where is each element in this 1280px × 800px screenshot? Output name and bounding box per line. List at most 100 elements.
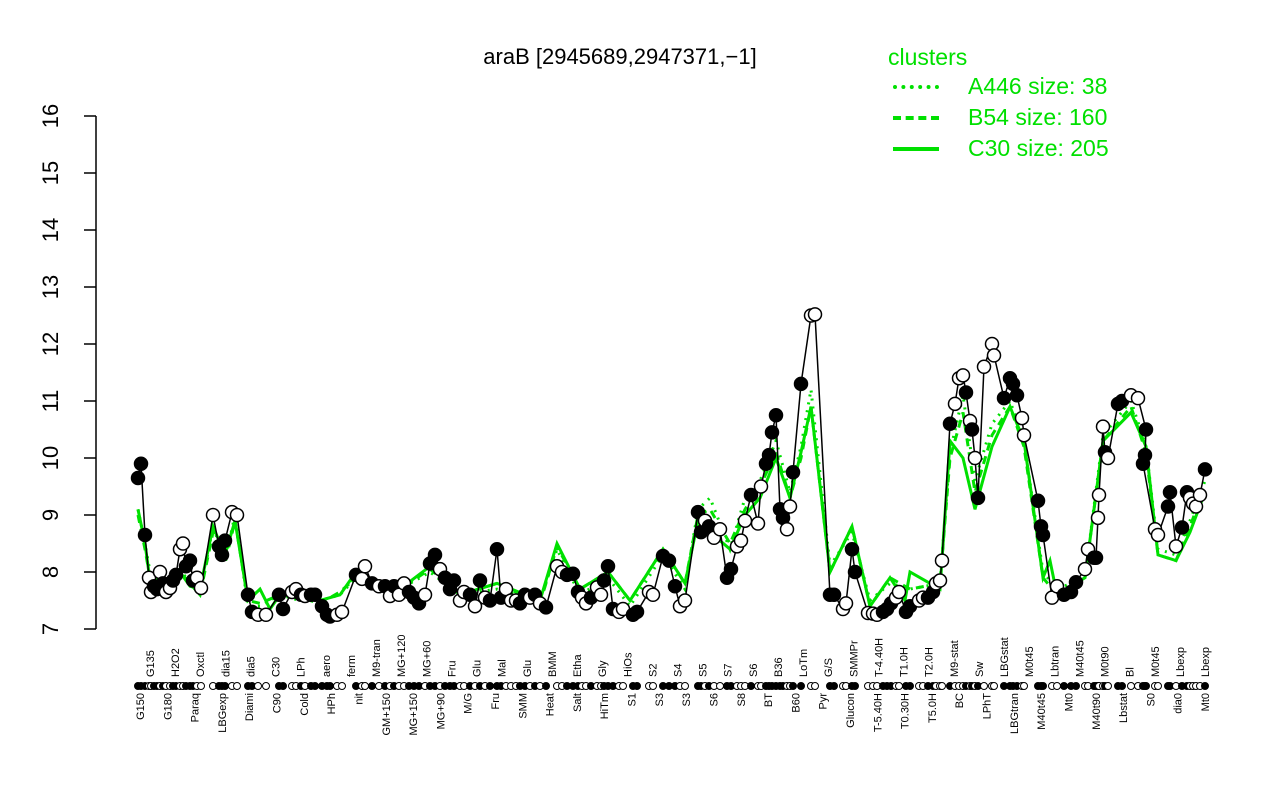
x-tick-label: S6 (748, 664, 760, 677)
x-tick-label: HiOs (622, 652, 634, 677)
data-point (761, 447, 777, 463)
data-point (847, 564, 863, 580)
x-tick-label: Diami (244, 693, 256, 721)
data-point (182, 553, 198, 568)
data-point (217, 533, 233, 548)
data-point (964, 422, 980, 437)
legend-label: C30 size: 205 (968, 135, 1109, 161)
data-point (214, 547, 230, 563)
x-tick-label: MG+120 (396, 635, 408, 678)
strip-marker (1072, 682, 1080, 690)
x-tick-label: M0t90 (1100, 646, 1112, 677)
x-tick-label: Glu (522, 660, 534, 677)
strip-marker (338, 682, 346, 690)
legend-entry-c30: C30 size: 205 (888, 133, 1109, 164)
x-tick-label: S3 (654, 693, 666, 706)
data-points (130, 307, 1213, 624)
y-tick-label: 10 (38, 446, 63, 470)
data-point (1035, 527, 1051, 543)
chart-title: araB [2945689,2947371,−1] (483, 44, 757, 69)
y-tick-label: 16 (38, 104, 63, 128)
x-tick-label: Mt0 (1200, 693, 1212, 711)
data-point (967, 450, 983, 466)
data-point (1162, 484, 1178, 500)
x-tick-label: T2.0H (924, 647, 936, 677)
strip-marker (1201, 682, 1209, 690)
legend-entry-b54: B54 size: 160 (888, 102, 1109, 133)
x-tick-label: Heat (545, 693, 557, 716)
x-tick-label: S1 (627, 693, 639, 706)
data-point (932, 573, 948, 588)
x-tick-label: M9-tran (371, 639, 383, 677)
strip-marker (797, 682, 805, 690)
strip-marker (895, 682, 903, 690)
data-point (677, 593, 693, 608)
strip-marker (326, 682, 334, 690)
y-tick-label: 9 (38, 509, 63, 521)
x-tick-label: Lbexp (1200, 647, 1212, 677)
x-tick-label: T5.0H (927, 693, 939, 723)
y-tick-label: 15 (38, 161, 63, 185)
legend: clusters A446 size: 38 B54 size: 160 C30… (888, 44, 1109, 164)
strip-marker (851, 682, 859, 690)
x-tick-label: M40t90 (1091, 693, 1103, 730)
strip-marker (906, 682, 914, 690)
data-point (661, 553, 677, 568)
data-point (240, 587, 256, 603)
data-point (996, 390, 1012, 406)
y-tick-label: 14 (38, 218, 63, 242)
x-tick-label: LBGstat (999, 637, 1011, 677)
data-point (271, 587, 287, 603)
data-point (538, 600, 554, 615)
x-tick-label: Mt0 (1063, 693, 1075, 711)
x-tick-label: BC (954, 693, 966, 708)
data-point (785, 465, 801, 480)
condition-strip (134, 682, 1209, 690)
data-point (753, 479, 769, 494)
x-tick-label: Sw (974, 662, 986, 677)
strip-marker (1118, 682, 1126, 690)
x-tick-label: Salt (572, 693, 584, 712)
x-tick-label: LPhT (982, 693, 994, 720)
x-tick-label: BT (763, 693, 775, 707)
x-tick-label: S3 (681, 693, 693, 706)
data-point (1090, 510, 1106, 526)
data-point (667, 579, 683, 594)
data-point (826, 587, 842, 603)
y-tick-label: 11 (38, 390, 63, 413)
data-point (844, 541, 860, 557)
strip-marker (368, 682, 376, 690)
strip-marker (789, 682, 797, 690)
x-tick-label: H2O2 (170, 648, 182, 677)
x-tick-label: LBGexp (217, 693, 229, 733)
solid-line-swatch-icon (893, 146, 939, 151)
strip-marker (716, 682, 724, 690)
x-tick-label: Lbexp (1175, 647, 1187, 677)
data-point (986, 348, 1002, 363)
x-tick-label: LoTm (798, 649, 810, 677)
data-point (793, 376, 809, 392)
x-tick-label: G180 (162, 693, 174, 720)
data-point (565, 566, 581, 581)
data-point (779, 522, 795, 537)
x-tick-label: ferm (346, 655, 358, 677)
y-tick-label: 12 (38, 332, 63, 356)
x-tick-label: BMM (547, 651, 559, 677)
data-point (1077, 561, 1093, 577)
data-point (891, 584, 907, 600)
data-point (168, 567, 184, 583)
data-point (764, 425, 780, 440)
x-tick-label: Lbstat (1118, 693, 1130, 723)
x-tick-label: C90 (272, 693, 284, 713)
data-point (357, 559, 373, 574)
strip-marker (1139, 682, 1147, 690)
x-tick-label: dia0 (1173, 693, 1185, 714)
strip-marker (1154, 682, 1162, 690)
data-point (1192, 487, 1208, 503)
strip-marker (486, 682, 494, 690)
data-point (934, 553, 950, 568)
y-tick-label: 13 (38, 275, 63, 299)
data-point (446, 573, 462, 588)
data-point (750, 516, 766, 531)
